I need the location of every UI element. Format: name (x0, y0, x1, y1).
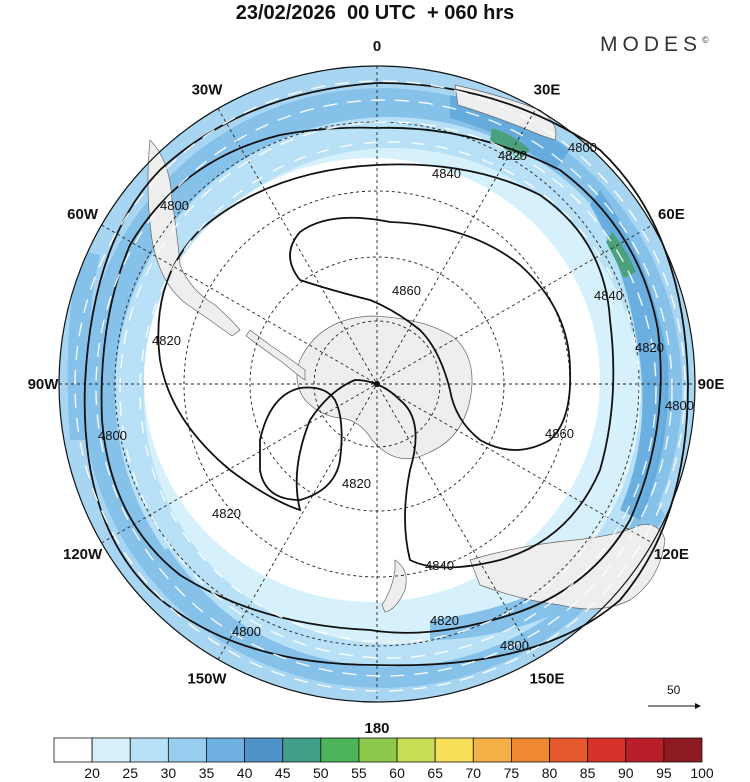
contour-label-4800-f: 4800 (500, 638, 529, 653)
wind-vectors (74, 80, 686, 692)
contour-4820-inner (259, 386, 343, 501)
longitude-label-150w: 150W (187, 670, 227, 687)
longitude-label-30e: 30E (534, 82, 561, 99)
contour-label-group: 4800 4820 4840 4800 4820 4860 4840 4820 … (98, 140, 694, 653)
south-america (147, 139, 241, 337)
longitude-label-150e: 150E (529, 670, 564, 687)
longitude-label-90e: 90E (698, 376, 725, 393)
africa-tip (454, 84, 557, 141)
colorbar-swatch (396, 737, 436, 763)
colorbar-swatch (358, 737, 398, 763)
longitude-label-60w: 60W (67, 206, 99, 223)
contour-4840 (157, 163, 615, 569)
height-contours (83, 82, 689, 667)
colorbar-tick-label: 70 (466, 765, 482, 781)
contour-label-4820-f: 4820 (430, 613, 459, 628)
contour-4820 (100, 126, 662, 634)
jet-patch-east (590, 190, 669, 520)
colorbar-swatch (282, 737, 322, 763)
colorbar-tick-label: 30 (161, 765, 177, 781)
wind-ring-4 (139, 141, 641, 643)
wind-ring-3 (119, 121, 657, 659)
colorbar-tick-label: 20 (84, 765, 100, 781)
colorbar-tick-label: 40 (237, 765, 253, 781)
colorbar-tick-label: 65 (427, 765, 443, 781)
contour-label-4840-c: 4840 (425, 558, 454, 573)
contour-label-4800-b: 4800 (160, 198, 189, 213)
antarctic-peninsula (245, 329, 306, 381)
contour-4860 (289, 216, 572, 451)
contour-4800 (83, 82, 689, 667)
copyright-mark: © (702, 35, 709, 45)
colorbar-tick-label: 35 (199, 765, 215, 781)
contour-label-4860-a: 4860 (392, 283, 421, 298)
colorbar-tick-label: 55 (351, 765, 367, 781)
colorbar-swatch (53, 737, 93, 763)
colorbar-swatch (625, 737, 665, 763)
contour-label-4800-a: 4800 (568, 140, 597, 155)
longitude-label-120w: 120W (63, 546, 103, 563)
colorbar-tick-label: 100 (690, 765, 714, 781)
longitude-label-0: 0 (373, 38, 381, 55)
longitude-label-90w: 90W (28, 376, 60, 393)
south-pole-marker (374, 381, 380, 387)
contour-label-4800-c: 4800 (665, 398, 694, 413)
colorbar-swatch (587, 737, 627, 763)
jet-patch-west (67, 250, 100, 440)
colorbar-swatch (244, 737, 284, 763)
new-zealand (381, 559, 407, 613)
colorbar-swatch (549, 737, 589, 763)
longitude-label-60e: 60E (658, 206, 685, 223)
colorbar-swatch (472, 737, 512, 763)
contour-label-4800-e: 4800 (232, 624, 261, 639)
longitude-label-30w: 30W (192, 82, 224, 99)
colorbar-swatch (320, 737, 360, 763)
colorbar-tick-label: 85 (580, 765, 596, 781)
colorbar-swatch (167, 737, 207, 763)
colorbar-tick-label: 25 (122, 765, 138, 781)
colorbar-swatch (511, 737, 550, 763)
contour-label-4820-a: 4820 (498, 148, 527, 163)
wind-ring-2 (95, 99, 673, 677)
colorbar-swatch (206, 737, 245, 763)
australia (469, 524, 666, 610)
colorbar-tick-label: 45 (275, 765, 291, 781)
colorbar-tick-label: 75 (504, 765, 520, 781)
colorbar-tick-label: 90 (618, 765, 634, 781)
colorbar: 20 25 30 35 40 45 50 55 60 65 70 75 80 85 90 95 100 (53, 737, 714, 781)
contour-label-4820-c: 4820 (635, 340, 664, 355)
colorbar-tick-label: 95 (656, 765, 672, 781)
contour-label-4820-d: 4820 (342, 476, 371, 491)
contour-label-4820-b: 4820 (152, 333, 181, 348)
contour-label-4840-a: 4840 (432, 166, 461, 181)
colorbar-swatch (129, 737, 169, 763)
reference-vector-label: 50 (667, 683, 681, 697)
contour-label-4860-b: 4860 (545, 426, 574, 441)
contour-label-4800-d: 4800 (98, 428, 127, 443)
jet-patch-north (450, 95, 570, 170)
map-title: 23/02/2026 00 UTC + 060 hrs (235, 2, 515, 24)
map-border (58, 65, 696, 703)
longitude-label-180: 180 (364, 720, 389, 737)
brand-logo: MODES© (600, 33, 709, 57)
colorbar-swatch (663, 737, 703, 763)
colorbar-tick-label: 60 (389, 765, 405, 781)
colorbar-tick-label: 50 (313, 765, 329, 781)
contour-label-4820-e: 4820 (212, 506, 241, 521)
colorbar-tick-label: 80 (542, 765, 558, 781)
brand-text: MODES (600, 33, 703, 56)
longitude-label-120e: 120E (654, 546, 689, 563)
wind-ring-1 (74, 80, 686, 692)
contour-label-4840-b: 4840 (594, 288, 623, 303)
jet-core-patch-2 (606, 232, 636, 278)
longitude-labels: 0 30E 60E 90E 120E 150E 180 150W 120W 90W 60W 30W (28, 38, 725, 737)
colorbar-swatch (91, 737, 131, 763)
colorbar-swatch (434, 737, 474, 763)
